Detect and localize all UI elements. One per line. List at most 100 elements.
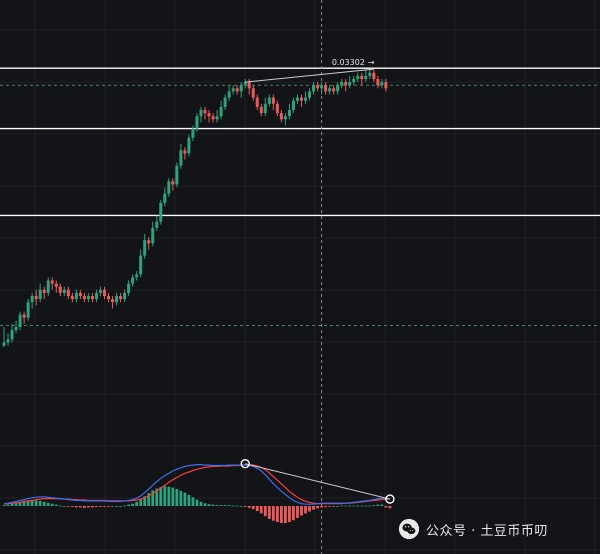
candle-body (98, 289, 102, 293)
candle (312, 82, 316, 95)
macd-marker-point (240, 458, 250, 469)
macd-histogram-bar (207, 504, 211, 506)
macd-histogram-bar (187, 494, 191, 506)
candle-body (14, 327, 18, 331)
macd-histogram-bar (219, 505, 223, 506)
macd-histogram-bar (203, 503, 207, 506)
candle (328, 85, 332, 95)
candle (143, 234, 147, 259)
macd-histogram-bar (376, 504, 380, 506)
candle-body (372, 72, 376, 79)
macd-histogram-bar (267, 506, 271, 519)
candle-body (34, 296, 38, 300)
candle (78, 289, 82, 300)
candle (271, 94, 275, 110)
candle (384, 79, 388, 92)
trendline[interactable] (245, 68, 374, 83)
macd-histogram-bar (263, 506, 267, 517)
trendline-annotation[interactable]: 0.03302 → (245, 58, 375, 83)
macd-histogram-bar (127, 504, 131, 506)
candle (94, 289, 98, 303)
macd-histogram-bar (74, 506, 78, 508)
candle-body (275, 103, 279, 114)
macd-histogram-bar (135, 501, 139, 506)
macd-histogram-bar (292, 506, 295, 521)
macd-histogram-bar (151, 490, 155, 506)
candle-body (247, 82, 251, 89)
macd-histogram-bar (123, 505, 126, 507)
macd-histogram-bar (143, 496, 147, 506)
candle-body (74, 292, 78, 300)
candle-body (231, 88, 235, 92)
candle-body (78, 292, 82, 296)
candle-body (58, 286, 62, 293)
candle-body (340, 82, 344, 86)
candle (6, 333, 10, 346)
candle-body (215, 116, 219, 120)
candle (203, 106, 207, 120)
macd-histogram-bar (107, 506, 110, 507)
macd-histogram-bar (235, 505, 239, 507)
macd-histogram-bar (368, 505, 372, 507)
candle (179, 144, 183, 169)
candle (26, 299, 30, 321)
macd-histogram-bar (171, 487, 175, 506)
macd-dif-line (3, 464, 390, 505)
macd-histogram-bar (50, 503, 54, 506)
candle (231, 85, 235, 95)
candle (30, 292, 34, 309)
macd-histogram-bar (324, 506, 327, 507)
macd-histogram-bar (159, 487, 163, 506)
macd-histogram-bar (91, 506, 94, 508)
candle (219, 100, 223, 120)
candle (316, 82, 320, 92)
candle (159, 199, 163, 225)
candle (304, 91, 307, 104)
macd-histogram-bar (227, 505, 231, 506)
macd-histogram-bar (288, 506, 291, 523)
macd-histogram-bar (328, 506, 332, 507)
candle (255, 94, 259, 110)
macd-histogram-bar (348, 505, 352, 507)
candle-body (30, 296, 34, 303)
macd-histogram-bar (259, 506, 263, 514)
candle (135, 271, 139, 281)
candle (66, 286, 70, 300)
candle (263, 97, 267, 117)
candle-body (171, 181, 175, 185)
macd-histogram-bar (308, 506, 311, 512)
candle-body (271, 97, 275, 104)
candle-body (195, 116, 199, 129)
candle-body (324, 85, 328, 92)
candle-body (263, 103, 267, 114)
macd-histogram-bar (95, 506, 98, 507)
candle-body (147, 240, 151, 244)
candle (279, 110, 283, 123)
candle (34, 289, 38, 306)
candle-body (179, 150, 183, 166)
candle (62, 286, 66, 296)
candle-body (50, 280, 54, 284)
horizontal-price-lines[interactable] (0, 67, 600, 326)
macd-histogram-bar (2, 505, 6, 506)
macd-histogram-bar (87, 506, 90, 508)
macd-histogram-bar (103, 506, 106, 507)
candle-body (384, 82, 388, 89)
candle (344, 79, 348, 92)
macd-histogram-bar (155, 488, 159, 506)
candle (195, 113, 199, 132)
candle (82, 292, 86, 303)
candle-body (207, 113, 211, 117)
macd-histogram-bar (42, 501, 46, 506)
candle-body (239, 85, 243, 92)
candle-body (38, 289, 42, 300)
candle-body (356, 75, 360, 79)
candle (127, 280, 131, 296)
macd-histogram-bar (6, 504, 10, 506)
trendline-value-label: 0.03302 (332, 58, 365, 67)
candle (119, 292, 123, 303)
candle-body (111, 299, 115, 303)
macd-histogram-bar (131, 503, 135, 506)
candle-body (308, 91, 312, 98)
